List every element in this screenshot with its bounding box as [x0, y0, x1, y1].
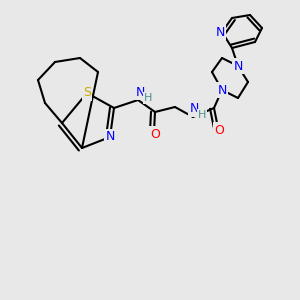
- Text: N: N: [189, 103, 199, 116]
- Text: N: N: [233, 59, 243, 73]
- Text: S: S: [83, 86, 91, 100]
- Text: O: O: [150, 128, 160, 140]
- Text: N: N: [215, 26, 225, 38]
- Text: N: N: [105, 130, 115, 143]
- Text: N: N: [135, 85, 145, 98]
- Text: O: O: [214, 124, 224, 136]
- Text: H: H: [144, 93, 152, 103]
- Text: N: N: [217, 83, 227, 97]
- Text: H: H: [198, 110, 206, 120]
